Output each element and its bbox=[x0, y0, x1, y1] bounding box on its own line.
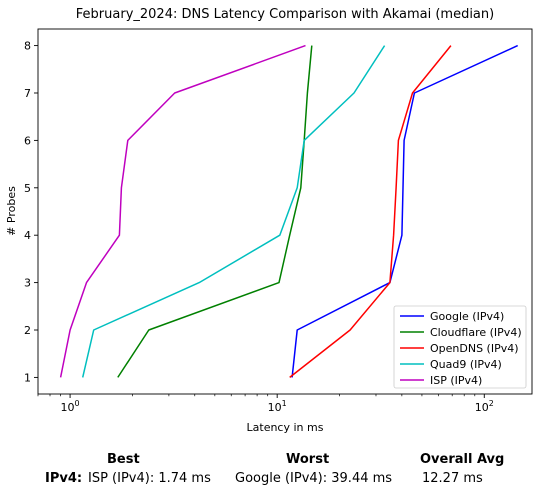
y-tick-label-0: 1 bbox=[24, 371, 31, 384]
y-axis-label: # Probes bbox=[5, 186, 18, 236]
latency-chart: February_2024: DNS Latency Comparison wi… bbox=[5, 7, 533, 434]
overall-avg-header: Overall Avg bbox=[420, 452, 505, 467]
legend-label-2: OpenDNS (IPv4) bbox=[430, 342, 519, 355]
overall-avg-value: 12.27 ms bbox=[422, 471, 483, 486]
legend-frame bbox=[393, 305, 527, 389]
series-line-1 bbox=[117, 45, 313, 378]
chart-title: February_2024: DNS Latency Comparison wi… bbox=[76, 7, 494, 22]
best-value: ISP (IPv4): 1.74 ms bbox=[88, 471, 211, 486]
y-tick-label-1: 2 bbox=[24, 324, 31, 337]
x-tick-label-1: 101 bbox=[268, 399, 287, 414]
series-line-4 bbox=[59, 44, 306, 378]
legend-label-1: Cloudflare (IPv4) bbox=[430, 326, 522, 339]
x-tick-label-0: 100 bbox=[61, 399, 80, 414]
y-tick-label-2: 3 bbox=[24, 277, 31, 290]
x-axis-label: Latency in ms bbox=[247, 421, 324, 434]
best-header: Best bbox=[107, 452, 140, 467]
series-line-3 bbox=[81, 45, 386, 378]
axis-layer: 100 101 102 1 2 3 4 5 6 7 8 bbox=[24, 40, 494, 414]
legend-label-3: Quad9 (IPv4) bbox=[430, 358, 502, 371]
y-tick-label-6: 7 bbox=[24, 87, 31, 100]
y-tick-label-5: 6 bbox=[24, 134, 31, 147]
plot-frame bbox=[37, 28, 533, 395]
series-line-2 bbox=[289, 45, 452, 378]
series-layer bbox=[59, 44, 519, 378]
x-tick-label-2: 102 bbox=[475, 399, 494, 414]
ipv4-row-label: IPv4: bbox=[45, 471, 83, 486]
y-tick-label-3: 4 bbox=[24, 229, 31, 242]
y-tick-label-4: 5 bbox=[24, 182, 31, 195]
series-line-0 bbox=[291, 44, 519, 378]
legend: Google (IPv4) Cloudflare (IPv4) OpenDNS (I… bbox=[393, 305, 527, 389]
worst-value: Google (IPv4): 39.44 ms bbox=[235, 471, 393, 486]
worst-header: Worst bbox=[286, 452, 330, 467]
legend-label-4: ISP (IPv4) bbox=[430, 374, 482, 387]
y-tick-label-7: 8 bbox=[24, 40, 31, 53]
legend-label-0: Google (IPv4) bbox=[430, 310, 504, 323]
